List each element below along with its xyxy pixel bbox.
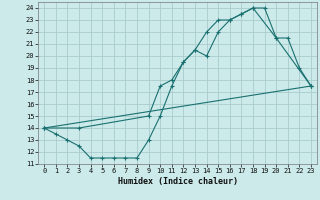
X-axis label: Humidex (Indice chaleur): Humidex (Indice chaleur) xyxy=(118,177,238,186)
